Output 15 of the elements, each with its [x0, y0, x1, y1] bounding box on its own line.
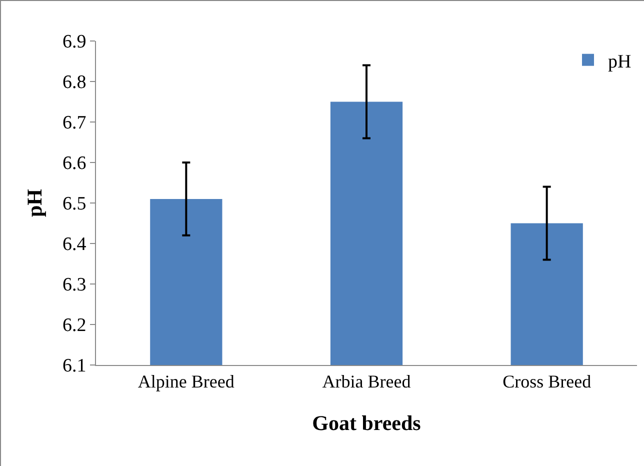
y-tick-label: 6.4 — [62, 234, 87, 256]
y-axis-title: pH — [22, 188, 47, 218]
legend-label: pH — [608, 51, 632, 72]
y-tick-label: 6.5 — [62, 194, 86, 215]
x-tick-label: Alpine Breed — [138, 372, 234, 392]
y-tick-label: 6.8 — [62, 72, 86, 94]
y-tick-label: 6.9 — [62, 32, 86, 53]
y-tick-label: 6.6 — [62, 153, 86, 174]
x-axis-title: Goat breeds — [312, 410, 421, 435]
x-tick-label: Cross Breed — [502, 372, 592, 392]
y-tick-label: 6.3 — [62, 274, 86, 296]
y-tick-label: 6.7 — [62, 112, 86, 134]
x-tick-label: Arbia Breed — [322, 372, 411, 392]
y-tick-label: 6.2 — [62, 315, 86, 336]
y-tick-label: 6.1 — [62, 356, 86, 377]
